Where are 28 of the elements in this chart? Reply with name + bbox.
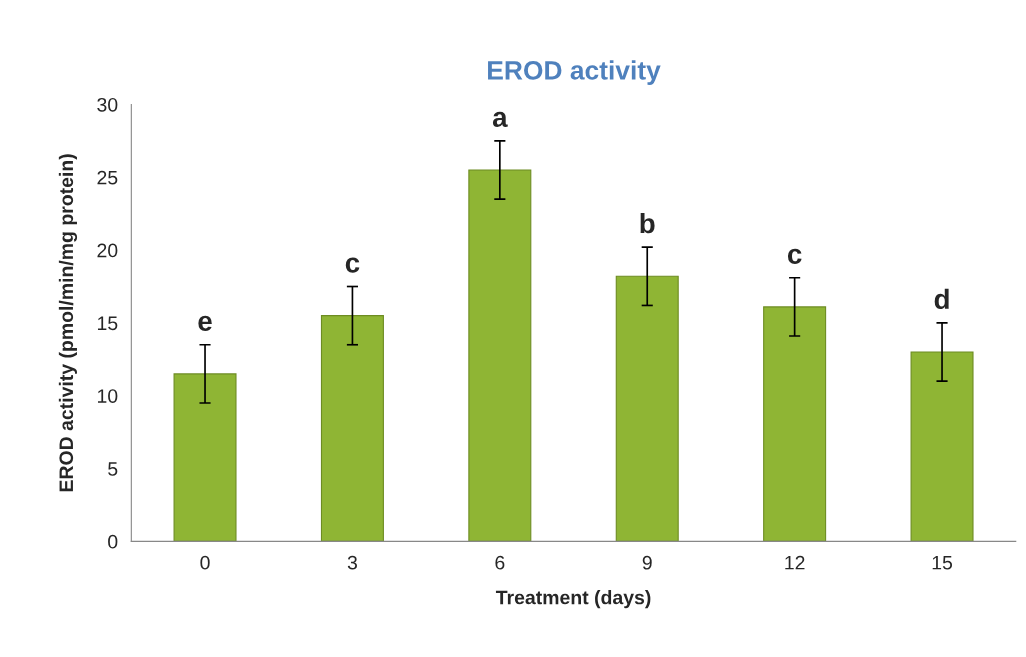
y-tick-label: 20 xyxy=(97,243,118,258)
y-tick-label: 15 xyxy=(97,316,118,331)
y-tick-label: 0 xyxy=(108,534,118,549)
y-tick-label: 25 xyxy=(97,170,118,185)
annotation: c xyxy=(788,248,802,264)
annotation: a xyxy=(492,111,508,128)
x-tick-label: 0 xyxy=(200,555,210,570)
annotation: d xyxy=(934,288,949,310)
x-tick-label: 3 xyxy=(347,555,357,570)
x-tick-label: 12 xyxy=(785,555,805,570)
x-tick-label: 6 xyxy=(495,555,505,570)
y-tick-label: 10 xyxy=(97,389,118,403)
x-tick-label: 9 xyxy=(642,555,652,570)
bar xyxy=(615,275,679,542)
annotation: b xyxy=(640,212,655,234)
y-tick-label: 30 xyxy=(97,97,118,112)
annotation: e xyxy=(198,315,212,331)
x-axis-title: Treatment (days) xyxy=(495,590,651,609)
bar xyxy=(320,315,384,542)
bar xyxy=(173,373,237,542)
bar xyxy=(910,351,974,542)
chart-title: EROD activity xyxy=(488,60,661,85)
bar xyxy=(763,306,827,542)
bar xyxy=(468,169,532,542)
x-tick-label: 15 xyxy=(932,555,953,570)
y-tick-label: 5 xyxy=(108,462,118,476)
annotation: c xyxy=(345,257,360,273)
y-axis-title: EROD activity (pmol/min/mg protein) xyxy=(58,154,78,492)
